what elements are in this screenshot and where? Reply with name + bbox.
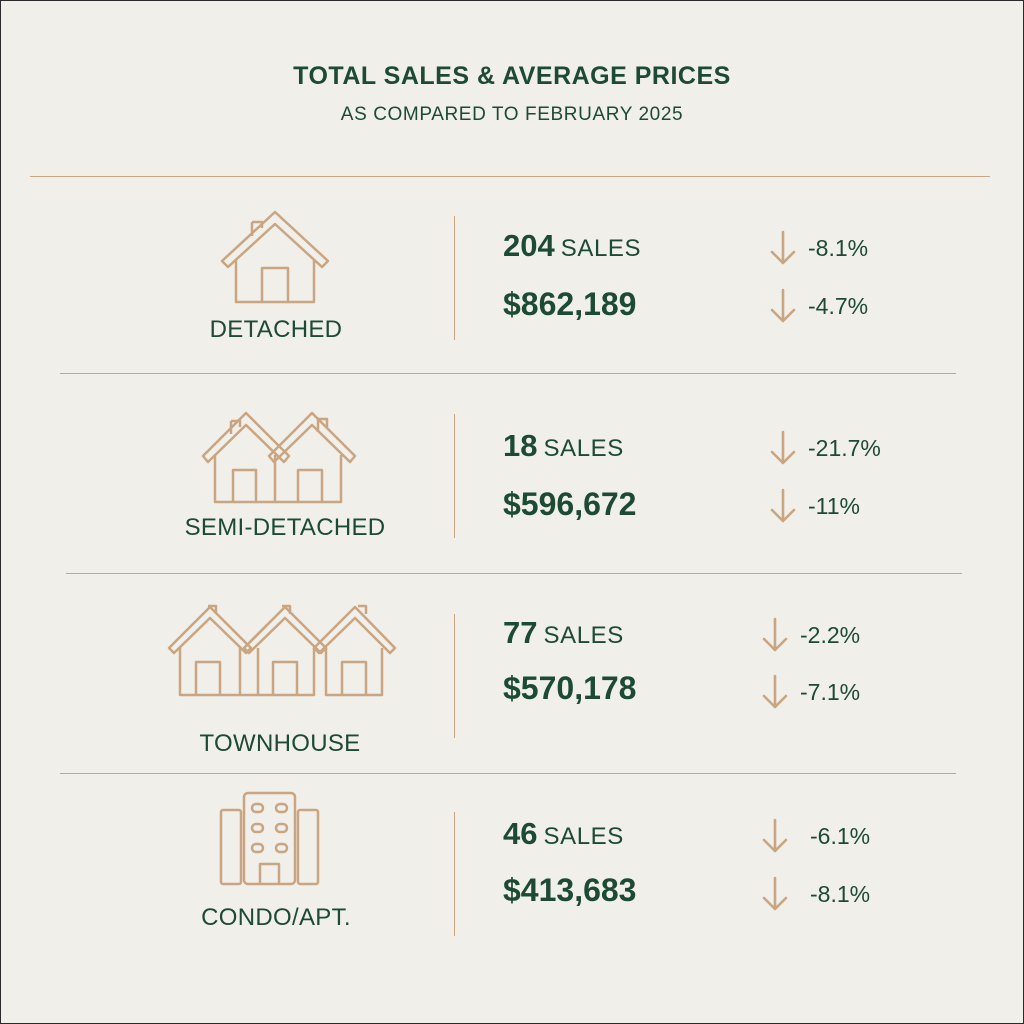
column-divider <box>454 614 455 738</box>
sales-number: 18 <box>503 428 538 463</box>
type-label-townhouse: TOWNHOUSE <box>199 730 361 757</box>
condo-building-icon <box>218 790 322 888</box>
average-price-condo: $413,683 <box>503 872 637 908</box>
divider <box>60 373 956 374</box>
sales-number: 46 <box>503 816 538 851</box>
sales-count-condo: 46 SALES <box>503 816 624 852</box>
down-arrow-icon <box>762 818 788 853</box>
sales-count-townhouse: 77 SALES <box>503 615 624 651</box>
change-value: -11% <box>808 492 860 519</box>
sales-unit-label: SALES <box>560 235 642 262</box>
type-label-detached: DETACHED <box>209 316 343 343</box>
price-change-detached: -4.7% <box>768 288 868 324</box>
down-arrow-icon <box>770 430 796 465</box>
price-change-semi-detached: -11% <box>768 488 860 524</box>
type-label-semi-detached: SEMI-DETACHED <box>184 514 386 541</box>
divider <box>30 176 990 177</box>
townhouse-icon <box>166 600 398 700</box>
sales-change-townhouse: -2.2% <box>760 617 860 653</box>
change-value: -2.2% <box>800 621 861 648</box>
house-icon <box>218 208 334 308</box>
change-value: -8.1% <box>808 234 869 261</box>
down-arrow-icon <box>762 617 788 652</box>
type-label-condo: CONDO/APT. <box>201 904 351 931</box>
down-arrow-icon <box>762 674 788 709</box>
sales-number: 77 <box>503 615 538 650</box>
sales-change-detached: -8.1% <box>768 230 868 266</box>
average-price-detached: $862,189 <box>503 286 637 322</box>
sales-unit-label: SALES <box>543 435 624 462</box>
price-change-townhouse: -7.1% <box>760 674 860 710</box>
down-arrow-icon <box>770 288 796 323</box>
change-value: -6.1% <box>810 822 871 849</box>
sales-change-condo: -6.1% <box>760 818 870 854</box>
down-arrow-icon <box>770 488 796 523</box>
page-subtitle: AS COMPARED TO FEBRUARY 2025 <box>340 104 684 125</box>
sales-count-semi-detached: 18 SALES <box>503 428 624 464</box>
page-title: TOTAL SALES & AVERAGE PRICES <box>293 62 731 90</box>
semi-detached-icon <box>200 408 358 506</box>
sales-count-detached: 204 SALES <box>503 228 641 264</box>
price-change-condo: -8.1% <box>760 876 870 912</box>
change-value: -4.7% <box>808 292 869 319</box>
change-value: -8.1% <box>810 880 871 907</box>
sales-unit-label: SALES <box>543 823 624 850</box>
average-price-semi-detached: $596,672 <box>503 486 637 522</box>
column-divider <box>454 414 455 538</box>
down-arrow-icon <box>770 230 796 265</box>
divider <box>66 573 962 574</box>
sales-change-semi-detached: -21.7% <box>768 430 881 466</box>
sales-unit-label: SALES <box>543 622 624 649</box>
average-price-townhouse: $570,178 <box>503 670 637 706</box>
sales-number: 204 <box>503 228 555 263</box>
column-divider <box>454 216 455 340</box>
column-divider <box>454 812 455 936</box>
down-arrow-icon <box>762 876 788 911</box>
change-value: -21.7% <box>808 434 881 461</box>
divider <box>60 773 956 774</box>
change-value: -7.1% <box>800 678 861 705</box>
